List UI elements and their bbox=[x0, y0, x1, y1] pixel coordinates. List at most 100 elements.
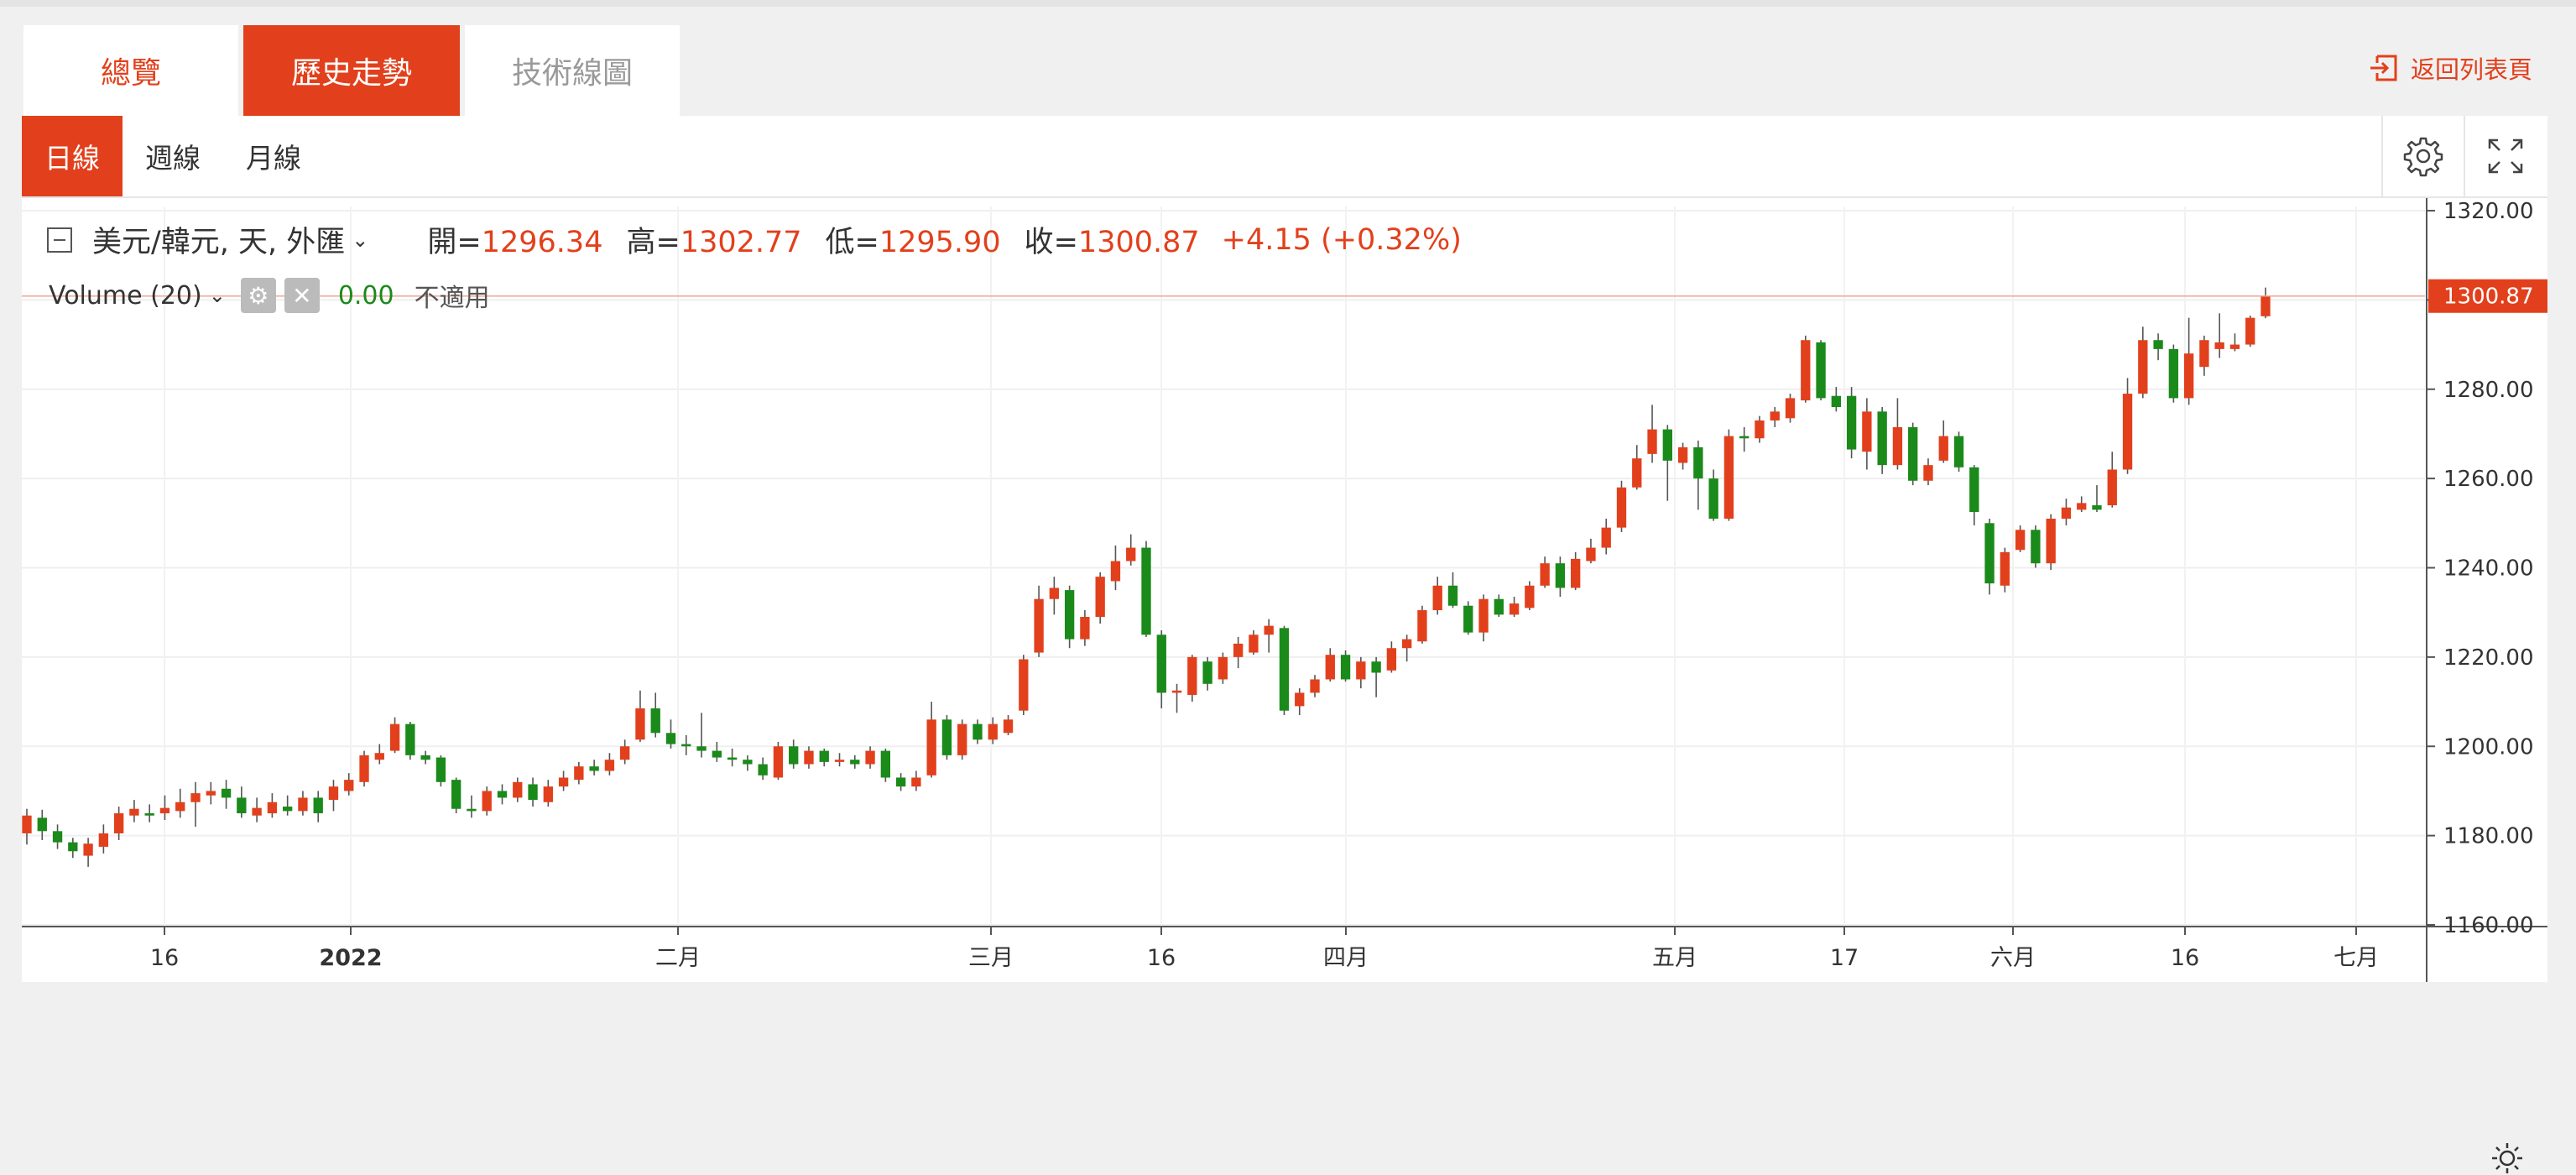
volume-chevron-icon[interactable]: ⌄ bbox=[208, 284, 226, 307]
candle-body bbox=[941, 719, 952, 755]
candle-body bbox=[282, 807, 293, 812]
candle-body bbox=[911, 777, 921, 787]
candle-body bbox=[1141, 547, 1151, 635]
volume-na: 不適用 bbox=[414, 284, 490, 313]
candle-body bbox=[1126, 547, 1136, 561]
candle-body bbox=[221, 788, 232, 798]
candle-body bbox=[328, 786, 339, 801]
candle-body bbox=[2107, 469, 2117, 506]
candle-body bbox=[1877, 411, 1887, 466]
candle-body bbox=[313, 797, 323, 814]
candle-body bbox=[1632, 458, 1642, 488]
x-tick-label: 16 bbox=[150, 945, 179, 971]
x-tick-label: 16 bbox=[1147, 945, 1176, 971]
tab-history[interactable]: 歷史走勢 bbox=[243, 25, 460, 116]
candle-body bbox=[1831, 395, 1841, 408]
candle-body bbox=[1401, 639, 1412, 649]
candle-body bbox=[83, 843, 93, 856]
candle-body bbox=[834, 760, 845, 762]
y-tick-label: 1200.00 bbox=[2443, 734, 2534, 760]
volume-settings-icon[interactable]: ⚙ bbox=[240, 278, 276, 313]
candle-body bbox=[1586, 547, 1596, 561]
candle-body bbox=[957, 723, 967, 755]
back-to-list-link[interactable]: 返回列表頁 bbox=[2367, 50, 2532, 86]
volume-legend: Volume (20) ⌄ ⚙ ✕ 0.00 不適用 bbox=[49, 277, 490, 314]
x-tick-label: 七月 bbox=[2334, 945, 2379, 971]
candle-body bbox=[1295, 692, 1305, 707]
brightness-icon[interactable] bbox=[2490, 1141, 2524, 1175]
period-weekly[interactable]: 週線 bbox=[145, 142, 201, 175]
candle-body bbox=[1034, 598, 1044, 653]
candle-body bbox=[1540, 563, 1550, 586]
y-tick-label: 1220.00 bbox=[2443, 645, 2534, 671]
candle-body bbox=[1739, 436, 1749, 439]
candle-body bbox=[804, 750, 814, 765]
candle-body bbox=[1677, 446, 1688, 463]
x-tick-label: 三月 bbox=[968, 945, 1014, 971]
chart-panel: 1320.001300.001280.001260.001240.001220.… bbox=[22, 198, 2547, 1173]
expand-icon bbox=[2488, 138, 2523, 174]
candle-body bbox=[2183, 353, 2194, 399]
chevron-down-icon[interactable]: ⌄ bbox=[352, 227, 369, 252]
candle-body bbox=[1616, 487, 1627, 528]
x-tick-label: 16 bbox=[2171, 945, 2199, 971]
tab-overview[interactable]: 總覽 bbox=[23, 25, 238, 116]
candle-body bbox=[1233, 643, 1244, 657]
candle-body bbox=[252, 807, 262, 816]
candle-body bbox=[558, 777, 569, 787]
exit-icon bbox=[2370, 55, 2397, 81]
x-tick-label: 四月 bbox=[1323, 945, 1369, 971]
candle-body bbox=[1171, 690, 1182, 693]
candle-body bbox=[1187, 656, 1197, 696]
candle-body bbox=[2138, 340, 2148, 394]
candle-body bbox=[1095, 577, 1105, 618]
candle-body bbox=[789, 746, 799, 765]
candle-body bbox=[2061, 507, 2072, 519]
candle-body bbox=[1969, 467, 1979, 513]
x-tick-label: 2022 bbox=[319, 945, 382, 971]
y-tick-label: 1280.00 bbox=[2443, 378, 2534, 403]
candle-body bbox=[497, 791, 508, 798]
price-change: +4.15 (+0.32%) bbox=[1221, 222, 1462, 257]
candle-body bbox=[22, 815, 32, 833]
period-monthly[interactable]: 月線 bbox=[246, 142, 301, 175]
candle-body bbox=[420, 755, 430, 760]
candle-body bbox=[1953, 436, 1964, 467]
candle-body bbox=[681, 744, 691, 747]
candle-body bbox=[528, 784, 538, 801]
candle-body bbox=[1463, 605, 1473, 633]
candle-body bbox=[880, 750, 891, 778]
chart-settings-button[interactable] bbox=[2381, 116, 2464, 196]
last-price-badge bbox=[2428, 279, 2547, 313]
chart-legend: 美元/韓元, 天, 外匯 ⌄ 開=1296.34 高=1302.77 低=129… bbox=[47, 218, 1462, 261]
candle-body bbox=[2214, 342, 2224, 349]
candle-body bbox=[727, 757, 738, 760]
fullscreen-button[interactable] bbox=[2464, 116, 2546, 196]
candle-body bbox=[2229, 344, 2240, 349]
period-daily[interactable]: 日線 bbox=[22, 116, 123, 196]
candle-body bbox=[129, 808, 139, 816]
candle-body bbox=[1509, 603, 1520, 615]
y-tick-label: 1240.00 bbox=[2443, 556, 2534, 582]
candle-body bbox=[237, 797, 247, 814]
candlestick-chart[interactable]: 1320.001300.001280.001260.001240.001220.… bbox=[22, 198, 2547, 982]
candle-body bbox=[2015, 530, 2026, 551]
candle-body bbox=[819, 750, 829, 762]
candle-body bbox=[1770, 411, 1780, 420]
tab-technical-chart[interactable]: 技術線圖 bbox=[465, 25, 680, 116]
candle-body bbox=[451, 780, 461, 809]
candle-body bbox=[1249, 634, 1259, 653]
candle-body bbox=[2153, 340, 2163, 349]
candle-body bbox=[1080, 617, 1090, 640]
candle-body bbox=[2199, 340, 2209, 368]
candle-body bbox=[2092, 505, 2102, 510]
candle-body bbox=[2245, 317, 2255, 345]
candle-body bbox=[206, 791, 216, 796]
close-value: 1300.87 bbox=[1077, 226, 1200, 259]
collapse-legend-button[interactable] bbox=[47, 227, 72, 253]
candle-body bbox=[1049, 588, 1060, 599]
candle-body bbox=[1340, 655, 1351, 680]
candle-body bbox=[620, 746, 630, 760]
volume-close-icon[interactable]: ✕ bbox=[284, 278, 320, 313]
candle-body bbox=[1371, 661, 1381, 673]
